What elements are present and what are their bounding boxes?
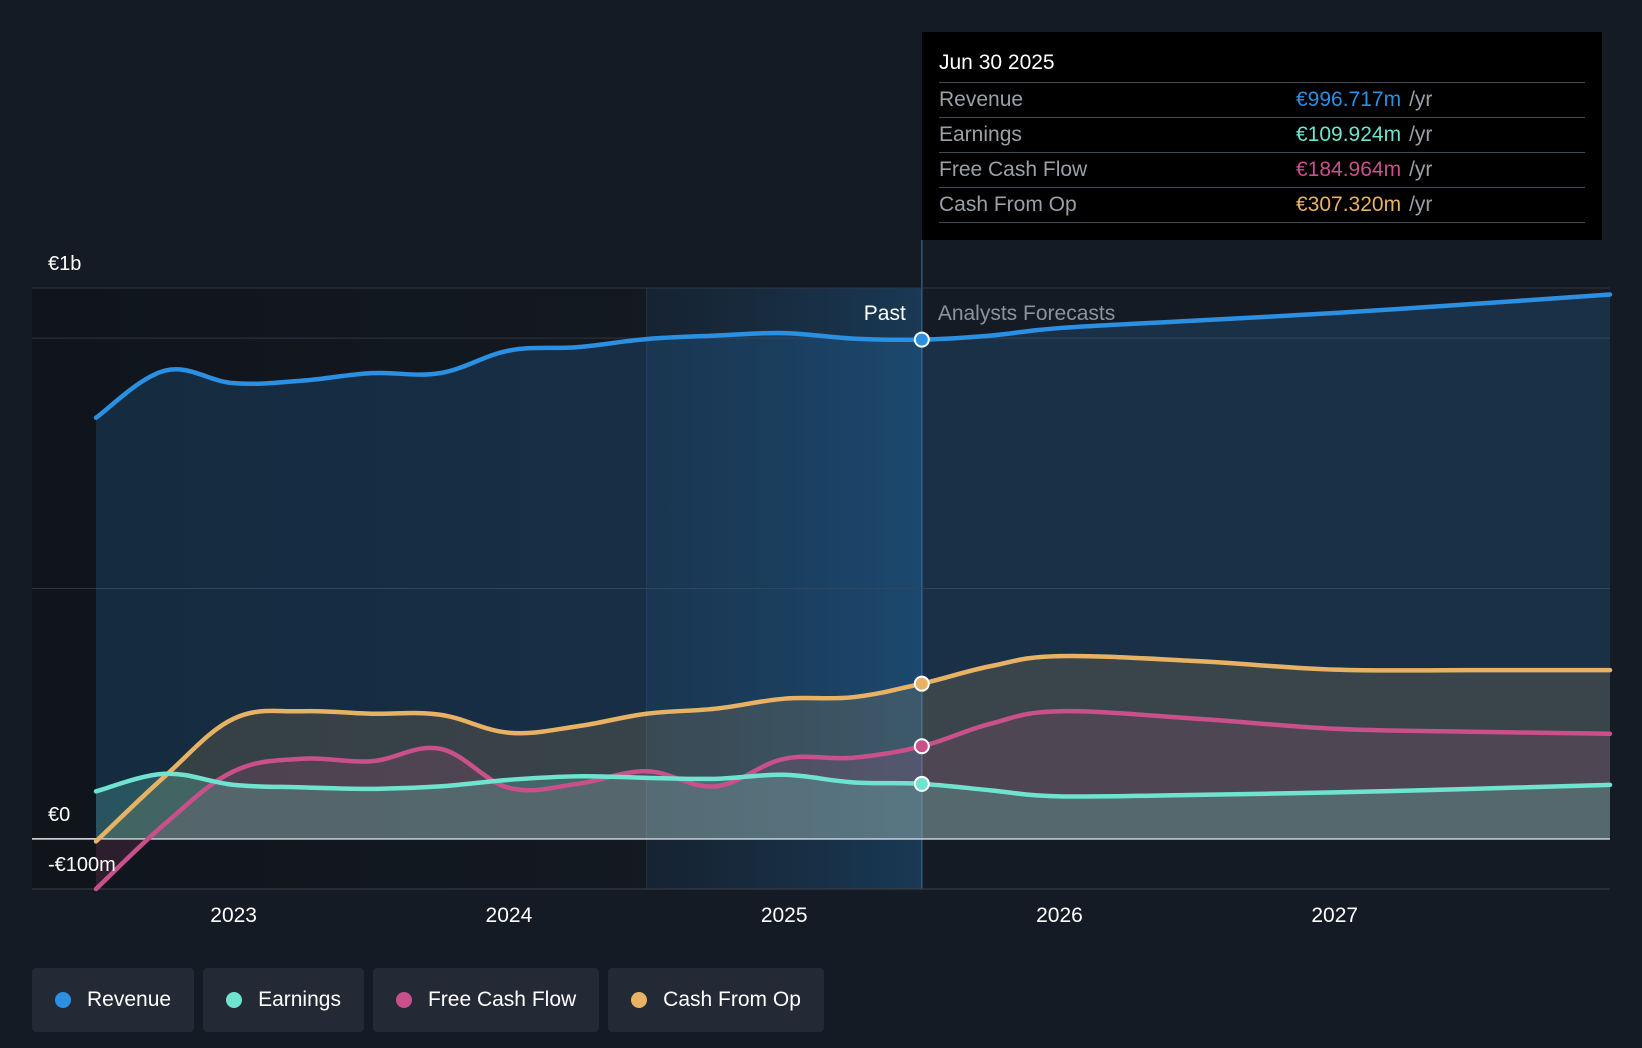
earnings-line	[93, 771, 1613, 799]
earnings-dot-icon	[226, 992, 243, 1008]
legend-item-free-cash-flow[interactable]: Free Cash Flow	[372, 968, 600, 1032]
chart: €1b €0 -€100m 2023 2024 2025 2026 2027 Past Analy…	[32, 240, 1613, 927]
revenue-area	[96, 294, 1610, 839]
past-label: Past	[864, 302, 906, 325]
tooltip-unit: /yr	[1409, 158, 1433, 181]
x-tick-label: 2026	[1036, 904, 1083, 927]
fcf-area	[96, 711, 1610, 889]
y-axis-label: €0	[48, 804, 70, 826]
tooltip-value: €109.924m	[1296, 123, 1402, 146]
x-tick-label: 2025	[761, 904, 808, 927]
legend-item-cash-from-op[interactable]: Cash From Op	[608, 968, 824, 1032]
y-axis-label: €1b	[48, 253, 81, 275]
cash-from-op-dot-icon	[631, 992, 648, 1008]
tooltip-label: Earnings	[939, 123, 1022, 146]
cashop-marker	[913, 675, 930, 692]
tooltip-value: €307.320m	[1296, 193, 1402, 216]
x-tick-label: 2024	[486, 904, 533, 927]
legend-label: Free Cash Flow	[427, 988, 577, 1011]
x-tick-label: 2023	[210, 904, 257, 927]
tooltip-unit: /yr	[1409, 193, 1433, 216]
tooltip-unit: /yr	[1409, 88, 1433, 111]
tooltip-label: Revenue	[939, 88, 1024, 111]
fcf-marker	[913, 738, 930, 755]
legend-item-earnings[interactable]: Earnings	[203, 968, 364, 1032]
tooltip: Jun 30 2025 Revenue €996.717m /yr Earnin…	[922, 32, 1602, 240]
x-tick-label: 2027	[1311, 904, 1358, 927]
revenue-marker	[913, 331, 930, 348]
tooltip-value: €184.964m	[1296, 158, 1402, 181]
legend-item-revenue[interactable]: Revenue	[32, 968, 195, 1032]
tooltip-date: Jun 30 2025	[939, 48, 1585, 83]
tooltip-row-free-cash-flow: Free Cash Flow €184.964m /yr	[939, 153, 1585, 188]
revenue-line	[93, 292, 1613, 420]
tooltip-row-revenue: Revenue €996.717m /yr	[939, 83, 1585, 118]
forecast-label: Analysts Forecasts	[938, 302, 1115, 325]
legend-label: Earnings	[258, 988, 341, 1011]
revenue-dot-icon	[55, 992, 71, 1008]
y-axis-label: -€100m	[48, 854, 116, 876]
earnings-area	[96, 773, 1610, 839]
free-cash-flow-dot-icon	[395, 992, 412, 1008]
legend: Revenue Earnings Free Cash Flow Cash Fro…	[32, 968, 824, 1032]
tooltip-label: Free Cash Flow	[939, 158, 1088, 181]
tooltip-row-earnings: Earnings €109.924m /yr	[939, 118, 1585, 153]
tooltip-label: Cash From Op	[939, 193, 1077, 216]
legend-label: Cash From Op	[663, 988, 801, 1011]
tooltip-unit: /yr	[1409, 123, 1433, 146]
cashop-line	[93, 653, 1613, 844]
legend-label: Revenue	[87, 988, 172, 1011]
tooltip-row-cash-from-op: Cash From Op €307.320m /yr	[939, 188, 1585, 223]
earnings-marker	[913, 775, 930, 792]
tooltip-value: €996.717m	[1296, 88, 1402, 111]
